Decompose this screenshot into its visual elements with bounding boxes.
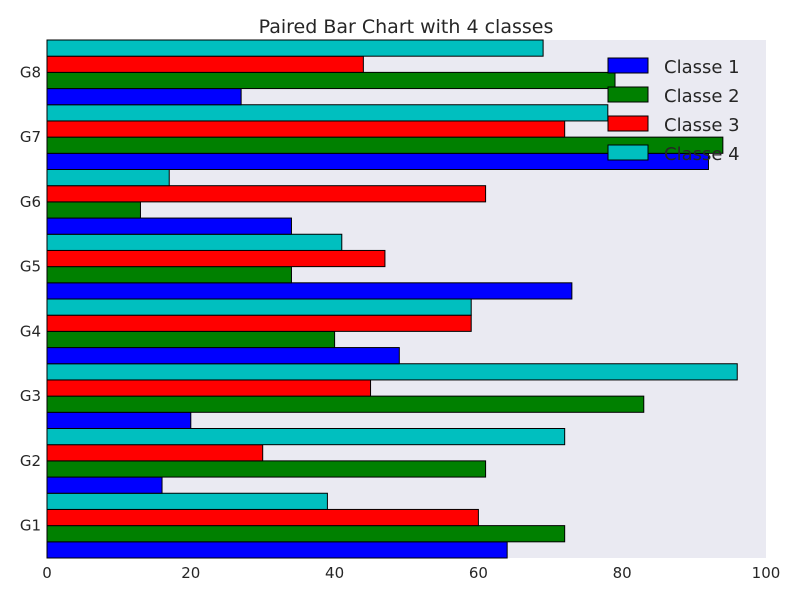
bar-g4-classe-4 <box>46 298 472 316</box>
bar-g6-classe-3 <box>46 185 487 203</box>
bar-g1-classe-1 <box>46 541 508 559</box>
bar-g3-classe-2 <box>46 395 645 413</box>
y-tick-label: G5 <box>20 258 41 276</box>
bar-g5-classe-4 <box>46 233 343 251</box>
bars-group <box>46 39 738 559</box>
legend-swatch-classe-4 <box>607 144 649 161</box>
legend-label-classe-3: Classe 3 <box>664 115 740 136</box>
y-tick-label: G1 <box>20 517 41 535</box>
legend: Classe 1 Classe 2 Classe 3 Classe 4 <box>607 57 740 165</box>
y-tick-label: G8 <box>20 63 41 81</box>
x-tick-label: 40 <box>325 564 344 582</box>
bar-g7-classe-4 <box>46 104 609 122</box>
bar-g1-classe-4 <box>46 492 328 510</box>
bar-g3-classe-4 <box>46 363 738 381</box>
bar-g8-classe-3 <box>46 55 364 73</box>
x-tick-label: 80 <box>613 564 632 582</box>
bar-g7-classe-3 <box>46 120 566 138</box>
x-tick-label: 0 <box>42 564 52 582</box>
bar-g4-classe-3 <box>46 314 472 332</box>
legend-swatch-classe-3 <box>607 115 649 132</box>
x-tick-label: 20 <box>181 564 200 582</box>
bar-g6-classe-2 <box>46 201 141 219</box>
legend-label-classe-2: Classe 2 <box>664 86 740 107</box>
y-tick-label: G7 <box>20 128 41 146</box>
bar-g3-classe-3 <box>46 379 372 397</box>
bar-g1-classe-2 <box>46 525 566 543</box>
y-tick-label: G6 <box>20 193 41 211</box>
chart-title: Paired Bar Chart with 4 classes <box>259 16 554 38</box>
bar-g8-classe-2 <box>46 71 616 90</box>
legend-swatch-classe-2 <box>607 86 649 103</box>
bar-g5-classe-2 <box>46 266 292 284</box>
bar-g2-classe-2 <box>46 460 487 478</box>
y-tick-label: G4 <box>20 322 41 340</box>
x-tick-label: 60 <box>469 564 488 582</box>
legend-label-classe-4: Classe 4 <box>664 144 740 165</box>
legend-swatch-classe-1 <box>607 57 649 74</box>
bar-g6-classe-4 <box>46 169 170 187</box>
x-axis-tick-labels: 0 20 40 60 80 100 <box>42 564 780 582</box>
bar-g2-classe-3 <box>46 444 264 462</box>
legend-label-classe-1: Classe 1 <box>664 57 740 78</box>
bar-g2-classe-4 <box>46 428 566 446</box>
y-tick-label: G2 <box>20 452 41 470</box>
y-axis-tick-labels: G1 G2 G3 G4 G5 G6 G7 G8 <box>20 63 41 534</box>
bar-g5-classe-1 <box>46 282 573 300</box>
bar-g8-classe-1 <box>46 88 242 106</box>
bar-g8-classe-4 <box>46 39 544 57</box>
bar-g3-classe-1 <box>46 411 192 429</box>
bar-g5-classe-3 <box>46 249 386 268</box>
bar-g4-classe-1 <box>46 347 400 365</box>
bar-g6-classe-1 <box>46 217 292 235</box>
bar-g2-classe-1 <box>46 476 163 494</box>
bar-g4-classe-2 <box>46 330 336 349</box>
x-tick-label: 100 <box>752 564 781 582</box>
y-tick-label: G3 <box>20 387 41 405</box>
bar-g1-classe-3 <box>46 508 479 527</box>
